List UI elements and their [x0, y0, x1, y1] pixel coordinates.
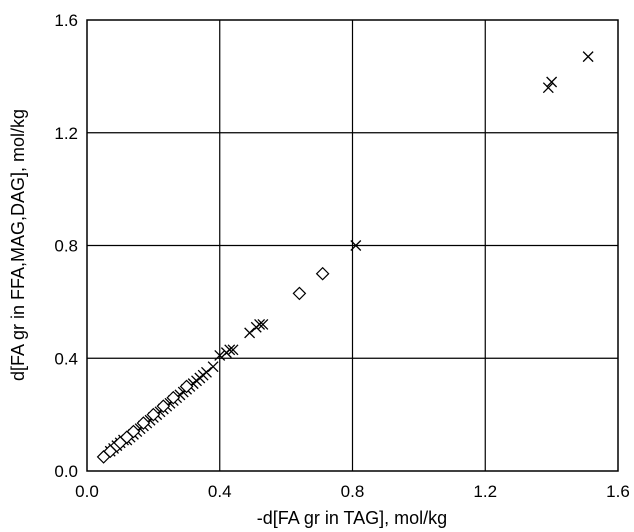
diamond-marker: [146, 407, 161, 422]
y-tick-label: 0.8: [54, 237, 78, 256]
x-marker: [254, 318, 266, 330]
data-markers: [96, 51, 594, 464]
x-tick-label: 1.2: [473, 482, 497, 501]
diamond-marker: [166, 390, 181, 405]
y-tick-label: 0.4: [54, 349, 78, 368]
x-tick-label: 0.4: [208, 482, 232, 501]
diamond-marker: [179, 379, 194, 394]
diamond-marker: [156, 399, 171, 414]
x-marker: [257, 318, 269, 330]
y-tick-label: 0.0: [54, 462, 78, 481]
x-marker: [201, 366, 212, 378]
x-marker: [582, 51, 594, 63]
y-tick-label: 1.2: [54, 124, 78, 143]
diamond-marker: [136, 416, 151, 430]
plot-frame: [86, 19, 619, 472]
y-tick-labels: 0.0 0.4 0.8 1.2 1.6: [54, 11, 78, 481]
x-marker: [227, 344, 239, 356]
x-marker: [224, 344, 236, 356]
x-tick-label: 1.6: [606, 482, 630, 501]
diamond-marker: [315, 266, 330, 281]
y-tick-label: 1.6: [54, 11, 78, 30]
y-axis-title: d[FA gr in FFA,MAG,DAG], mol/kg: [8, 109, 28, 381]
diamond-marker: [126, 424, 141, 439]
diamond-marker: [292, 286, 307, 301]
x-marker: [542, 82, 554, 94]
grid-lines: [87, 20, 618, 471]
x-tick-labels: 0.0 0.4 0.8 1.2 1.6: [75, 482, 630, 501]
x-tick-label: 0.8: [341, 482, 365, 501]
x-marker: [546, 76, 558, 88]
x-marker: [244, 327, 256, 339]
x-tick-label: 0.0: [75, 482, 99, 501]
x-marker: [214, 349, 226, 361]
x-marker: [207, 361, 219, 373]
x-axis-title: -d[FA gr in TAG], mol/kg: [257, 508, 447, 528]
x-marker: [350, 240, 362, 251]
